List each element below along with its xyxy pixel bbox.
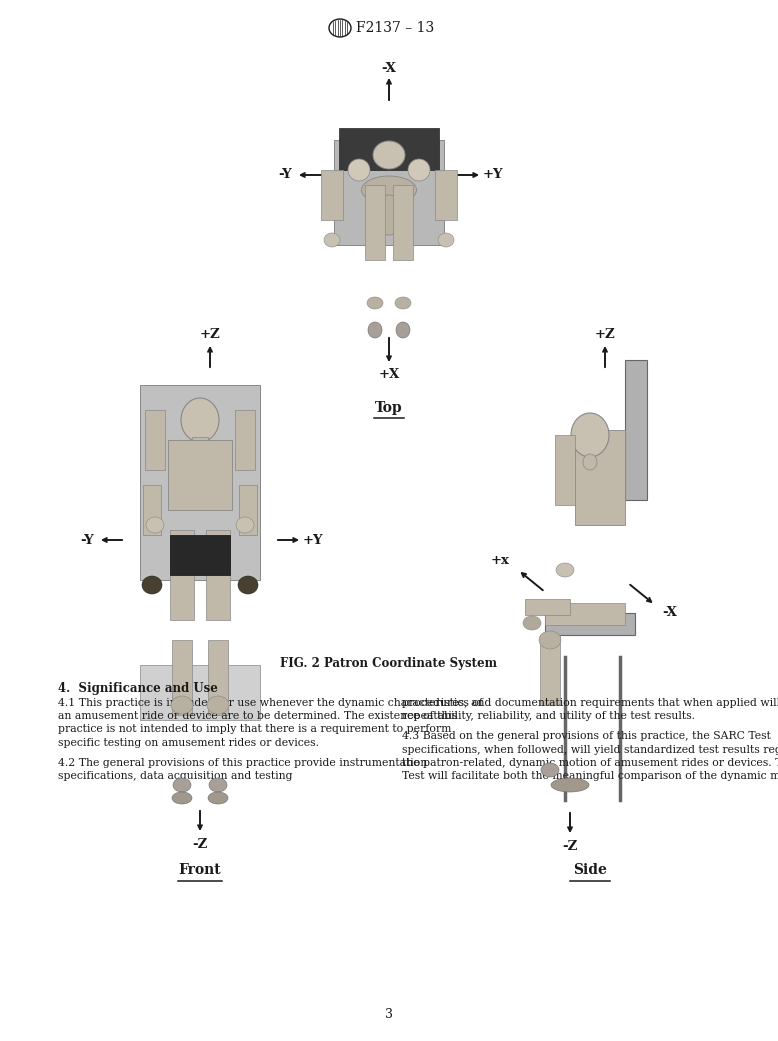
Bar bbox=[435, 170, 457, 220]
Bar bbox=[393, 185, 413, 260]
Ellipse shape bbox=[367, 297, 383, 309]
Ellipse shape bbox=[172, 792, 192, 804]
Bar bbox=[525, 599, 570, 615]
Ellipse shape bbox=[368, 322, 382, 338]
Text: repeatability, reliability, and utility of the test results.: repeatability, reliability, and utility … bbox=[402, 711, 695, 721]
Bar bbox=[545, 603, 625, 625]
Text: Top: Top bbox=[375, 401, 403, 415]
Text: Front: Front bbox=[179, 863, 221, 877]
Ellipse shape bbox=[551, 778, 589, 792]
Text: 3: 3 bbox=[385, 1009, 393, 1021]
Ellipse shape bbox=[324, 233, 340, 247]
Ellipse shape bbox=[373, 141, 405, 169]
Text: practice is not intended to imply that there is a requirement to perform: practice is not intended to imply that t… bbox=[58, 725, 451, 734]
Bar bbox=[339, 128, 439, 170]
Ellipse shape bbox=[523, 616, 541, 630]
Ellipse shape bbox=[556, 563, 574, 577]
Text: specific testing on amusement rides or devices.: specific testing on amusement rides or d… bbox=[58, 738, 319, 747]
Text: +x: +x bbox=[491, 554, 510, 566]
Text: +Y: +Y bbox=[303, 533, 324, 547]
Bar bbox=[365, 185, 385, 260]
Text: Side: Side bbox=[573, 863, 607, 877]
Ellipse shape bbox=[209, 778, 227, 792]
Ellipse shape bbox=[408, 159, 430, 181]
Ellipse shape bbox=[173, 778, 191, 792]
Ellipse shape bbox=[395, 297, 411, 309]
Text: -Y: -Y bbox=[278, 169, 292, 181]
Ellipse shape bbox=[207, 696, 229, 714]
Ellipse shape bbox=[541, 763, 559, 777]
Ellipse shape bbox=[146, 517, 164, 533]
Text: specifications, data acquisition and testing: specifications, data acquisition and tes… bbox=[58, 771, 293, 781]
Text: -Y: -Y bbox=[80, 533, 94, 547]
Bar bbox=[168, 440, 232, 510]
Text: +Z: +Z bbox=[200, 328, 220, 340]
Ellipse shape bbox=[571, 413, 609, 457]
Ellipse shape bbox=[238, 576, 258, 594]
Text: -X: -X bbox=[381, 61, 397, 75]
Text: procedures, and documentation requirements that when applied will improve the: procedures, and documentation requiremen… bbox=[402, 699, 778, 708]
Ellipse shape bbox=[362, 176, 416, 204]
Bar bbox=[545, 613, 635, 635]
Text: the patron-related, dynamic motion of amusement rides or devices. The SARC: the patron-related, dynamic motion of am… bbox=[402, 758, 778, 768]
Bar bbox=[208, 640, 228, 715]
Text: 4.2 The general provisions of this practice provide instrumentation: 4.2 The general provisions of this pract… bbox=[58, 758, 427, 768]
Bar bbox=[321, 170, 343, 220]
Bar bbox=[206, 530, 230, 620]
Ellipse shape bbox=[438, 233, 454, 247]
Bar bbox=[145, 410, 165, 469]
Bar bbox=[239, 485, 257, 535]
Bar bbox=[555, 435, 575, 505]
Bar bbox=[170, 535, 230, 575]
Text: +Z: +Z bbox=[594, 328, 615, 340]
Ellipse shape bbox=[208, 792, 228, 804]
Text: 4.1 This practice is intended for use whenever the dynamic characteristics of: 4.1 This practice is intended for use wh… bbox=[58, 699, 483, 708]
Bar bbox=[172, 640, 192, 715]
Bar bbox=[540, 635, 560, 705]
Ellipse shape bbox=[371, 195, 407, 235]
Text: 4.3 Based on the general provisions of this practice, the SARC Test: 4.3 Based on the general provisions of t… bbox=[402, 732, 771, 741]
Text: +X: +X bbox=[378, 369, 400, 381]
Text: 4.  Significance and Use: 4. Significance and Use bbox=[58, 682, 218, 695]
Bar bbox=[235, 410, 255, 469]
Bar bbox=[143, 485, 161, 535]
Text: -Z: -Z bbox=[562, 839, 578, 853]
Text: -X: -X bbox=[663, 607, 678, 619]
Text: an amusement ride or device are to be determined. The existence of this: an amusement ride or device are to be de… bbox=[58, 711, 457, 721]
Ellipse shape bbox=[236, 517, 254, 533]
Text: FIG. 2 Patron Coordinate System: FIG. 2 Patron Coordinate System bbox=[281, 657, 497, 669]
Bar bbox=[625, 360, 647, 500]
Text: -Z: -Z bbox=[192, 838, 208, 850]
Ellipse shape bbox=[348, 159, 370, 181]
Bar bbox=[140, 665, 260, 720]
Ellipse shape bbox=[142, 576, 162, 594]
Ellipse shape bbox=[539, 631, 561, 649]
Text: specifications, when followed, will yield standardized test results regarding: specifications, when followed, will yiel… bbox=[402, 744, 778, 755]
Ellipse shape bbox=[181, 398, 219, 442]
Text: +Y: +Y bbox=[482, 169, 503, 181]
Bar bbox=[170, 530, 194, 620]
Text: Test will facilitate both the meaningful comparison of the dynamic motion of: Test will facilitate both the meaningful… bbox=[402, 771, 778, 781]
Bar bbox=[575, 430, 625, 525]
Ellipse shape bbox=[171, 696, 193, 714]
Text: F2137 – 13: F2137 – 13 bbox=[356, 21, 434, 35]
Ellipse shape bbox=[583, 454, 597, 469]
Bar bbox=[192, 437, 208, 455]
Bar bbox=[140, 385, 260, 580]
Ellipse shape bbox=[396, 322, 410, 338]
Bar bbox=[334, 139, 444, 245]
